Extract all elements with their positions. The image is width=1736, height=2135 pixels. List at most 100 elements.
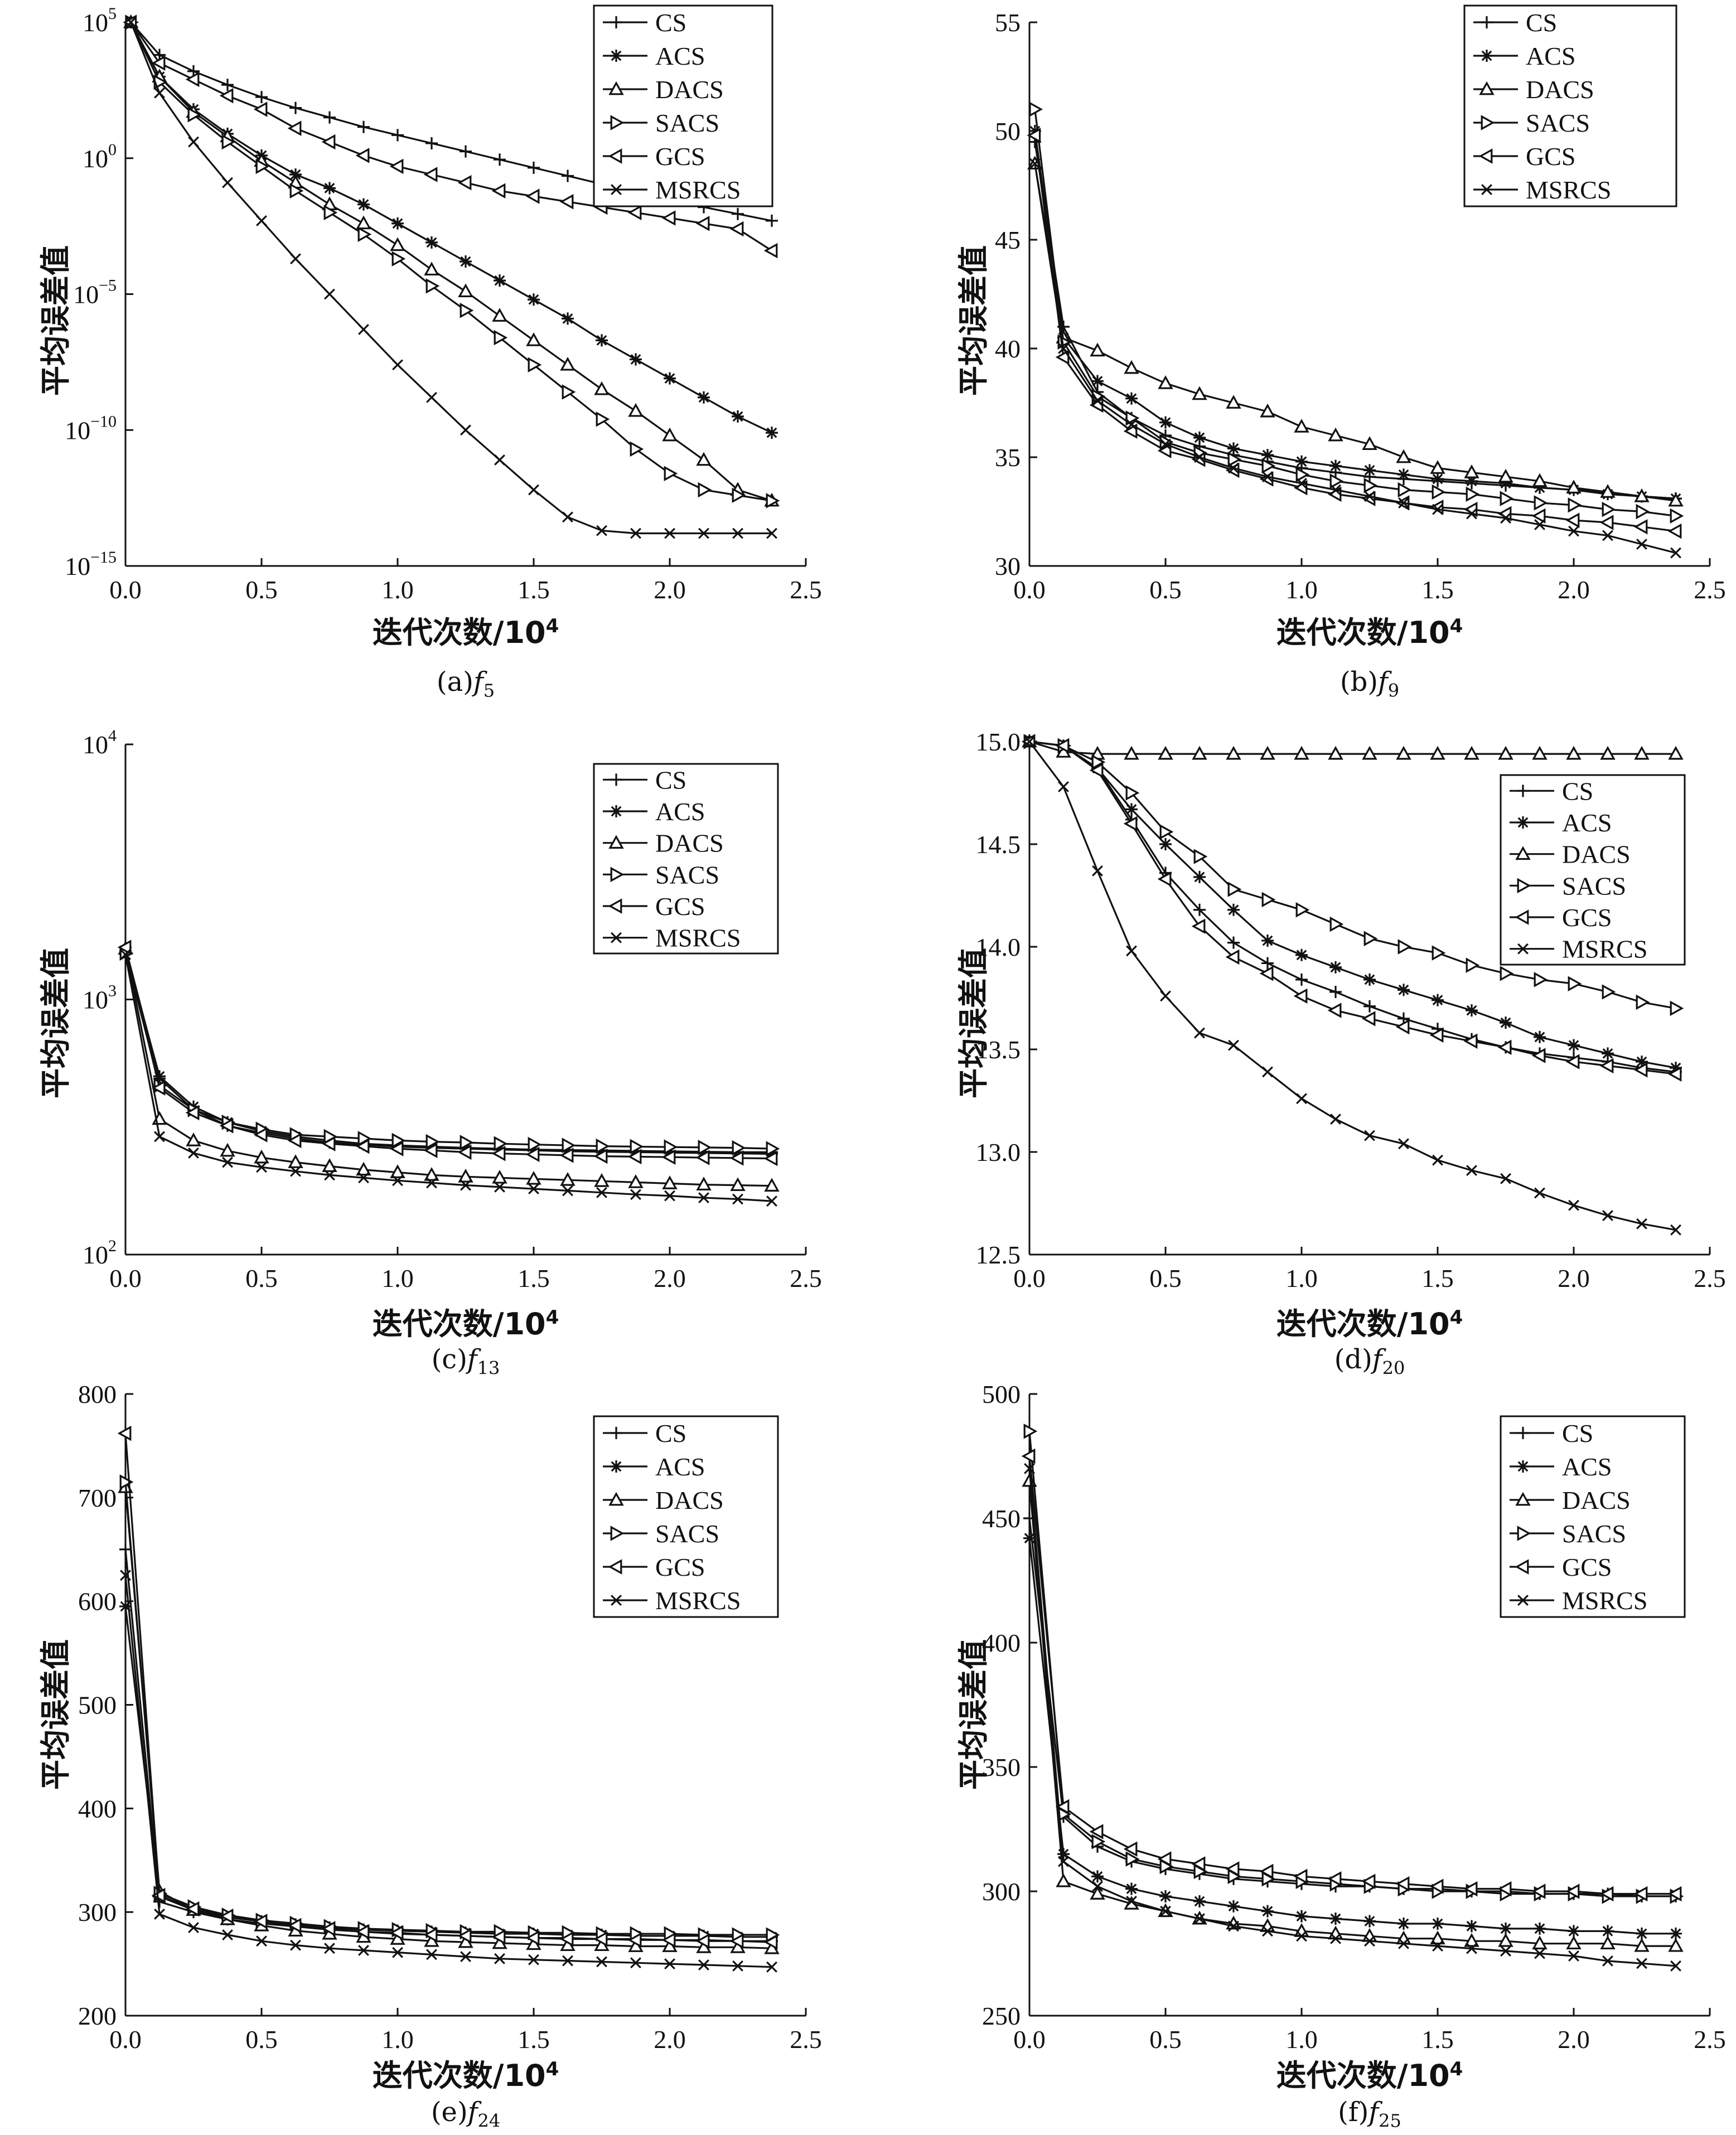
chart-b-svg: 0.0 0.5 1.0 1.5 2.0 2.5 30 35 40 45 50 55 CS ACS DACS S… [995, 4, 1726, 604]
point-a-gcs-1 [151, 55, 166, 71]
point-f-acs-17 [1602, 1925, 1614, 1938]
chart-d-svg: 0.0 0.5 1.0 1.5 2.0 2.5 12.5 13.0 13.5 14.0 14.5 15… [976, 728, 1726, 1292]
point-c-gcs-15 [627, 1149, 642, 1165]
legend-label-b-4: GCS [1526, 142, 1575, 171]
point-f-acs-19 [1670, 1927, 1682, 1940]
legend-label-a-1: ACS [655, 42, 705, 70]
point-f-msrcs-10 [1364, 1935, 1375, 1947]
point-e-msrcs-14 [596, 1956, 607, 1968]
point-d-dacs-9 [1328, 745, 1343, 760]
point-e-msrcs-16 [664, 1958, 675, 1970]
legend-label-e-3: SACS [655, 1519, 719, 1548]
point-f-acs-10 [1363, 1915, 1376, 1928]
legend-label-b-1: ACS [1526, 42, 1575, 70]
point-d-acs-10 [1363, 973, 1376, 986]
legend-marker-b-1 [1481, 50, 1493, 62]
y-tick-label-f-2: 350 [982, 1753, 1021, 1781]
caption-f-prefix: (f) [1338, 2097, 1369, 2128]
point-b-dacs-3 [1124, 360, 1139, 374]
subplot-c: 0.0 0.5 1.0 1.5 2.0 2.5 104 103 102 CS ACS DACS SACS… [0, 714, 868, 1379]
point-d-sacs-4 [1159, 824, 1174, 840]
point-e-msrcs-19 [766, 1961, 777, 1973]
point-e-gcs-18 [729, 1933, 744, 1949]
legend-marker-f-2 [1515, 1492, 1531, 1506]
point-c-sacs-13 [562, 1137, 576, 1153]
legend-label-f-5: MSRCS [1562, 1586, 1647, 1615]
point-c-gcs-2 [185, 1105, 200, 1121]
point-d-sacs-14 [1500, 966, 1514, 981]
x-tick-label-f-3: 1.5 [1421, 2025, 1454, 2054]
point-b-sacs-18 [1636, 504, 1650, 520]
point-b-sacs-3 [1125, 410, 1140, 426]
point-b-sacs-13 [1466, 486, 1480, 502]
point-d-gcs-18 [1633, 1062, 1648, 1078]
series-b-sacs [1029, 101, 1684, 524]
point-e-gcs-17 [695, 1933, 710, 1949]
x-tick-label-a-2: 1.0 [381, 575, 414, 604]
subplot-f: 0.0 0.5 1.0 1.5 2.0 2.5 250 300 350 400 450 500 CS AC… [868, 1372, 1735, 2135]
y-tick-label-a-4: 10−15 [65, 548, 117, 580]
chart-e-svg: 0.0 0.5 1.0 1.5 2.0 2.5 200 300 400 500 600 700 800 C… [78, 1380, 822, 2054]
point-e-msrcs-3 [222, 1929, 233, 1940]
point-b-msrcs-8 [1296, 477, 1307, 489]
point-d-msrcs-15 [1534, 1187, 1545, 1199]
point-d-gcs-3 [1123, 816, 1138, 831]
point-c-msrcs-12 [528, 1183, 539, 1195]
point-c-gcs-10 [457, 1144, 472, 1160]
caption-a: (a)f5 [125, 666, 806, 701]
point-b-msrcs-17 [1602, 530, 1613, 541]
point-d-acs-4 [1159, 838, 1172, 850]
point-b-gcs-19 [1667, 523, 1682, 539]
point-d-dacs-8 [1294, 745, 1309, 760]
point-c-gcs-16 [661, 1149, 676, 1165]
caption-e-fn: f [467, 2097, 478, 2128]
point-d-acs-19 [1670, 1062, 1682, 1074]
legend-marker-a-0 [610, 16, 622, 28]
point-e-msrcs-15 [630, 1957, 641, 1969]
y-tick-label-d-5: 15.0 [976, 728, 1021, 756]
point-a-gcs-9 [423, 167, 438, 182]
point-d-sacs-3 [1125, 785, 1140, 801]
point-d-msrcs-11 [1398, 1138, 1409, 1150]
point-a-sacs-4 [255, 158, 270, 175]
point-d-msrcs-18 [1636, 1218, 1647, 1229]
point-b-msrcs-10 [1364, 491, 1375, 502]
point-c-msrcs-14 [596, 1187, 607, 1198]
legend-label-a-5: MSRCS [655, 176, 741, 204]
point-f-dacs-1 [1056, 1873, 1071, 1887]
point-e-msrcs-11 [494, 1953, 505, 1964]
series-a-sacs [125, 14, 780, 509]
point-c-msrcs-8 [392, 1175, 403, 1187]
x-axis-label-d-text: 迭代次数/10 [1276, 1306, 1450, 1342]
x-axis-label-a: 迭代次数/104 [125, 608, 806, 652]
point-a-gcs-8 [389, 158, 404, 175]
point-c-dacs-13 [560, 1171, 576, 1186]
point-d-gcs-14 [1497, 1039, 1512, 1056]
legend-box-b [1463, 4, 1677, 207]
point-c-gcs-13 [559, 1148, 574, 1163]
x-tick-label-e-0: 0.0 [109, 2025, 142, 2054]
point-e-gcs-13 [559, 1931, 574, 1947]
y-tick-label-b-0: 30 [995, 552, 1021, 580]
legend-label-b-0: CS [1526, 8, 1557, 37]
point-b-acs-8 [1295, 455, 1308, 468]
point-f-gcs-17 [1599, 1886, 1614, 1902]
point-d-sacs-9 [1329, 916, 1344, 932]
y-tick-exp-a-3: −10 [90, 412, 117, 430]
y-tick-label-c-1: 103 [83, 982, 117, 1014]
line-f-msrcs [1028, 1468, 1676, 1967]
x-axis-label-b-text: 迭代次数/10 [1276, 615, 1450, 650]
point-d-cs-8 [1295, 973, 1308, 986]
legend-marker-e-3 [610, 1526, 625, 1541]
series-b-dacs [1027, 156, 1684, 507]
legend-marker-d-5 [1517, 943, 1529, 955]
point-b-dacs-12 [1430, 460, 1445, 474]
point-d-gcs-19 [1667, 1066, 1682, 1082]
point-a-msrcs-8 [392, 359, 403, 371]
y-tick-label-f-0: 250 [982, 2002, 1021, 2030]
point-b-sacs-14 [1500, 491, 1514, 506]
legend-marker-d-0 [1517, 785, 1529, 797]
x-tick-label-f-2: 1.0 [1285, 2025, 1318, 2054]
point-e-msrcs-8 [392, 1947, 403, 1958]
point-e-gcs-19 [763, 1934, 778, 1950]
